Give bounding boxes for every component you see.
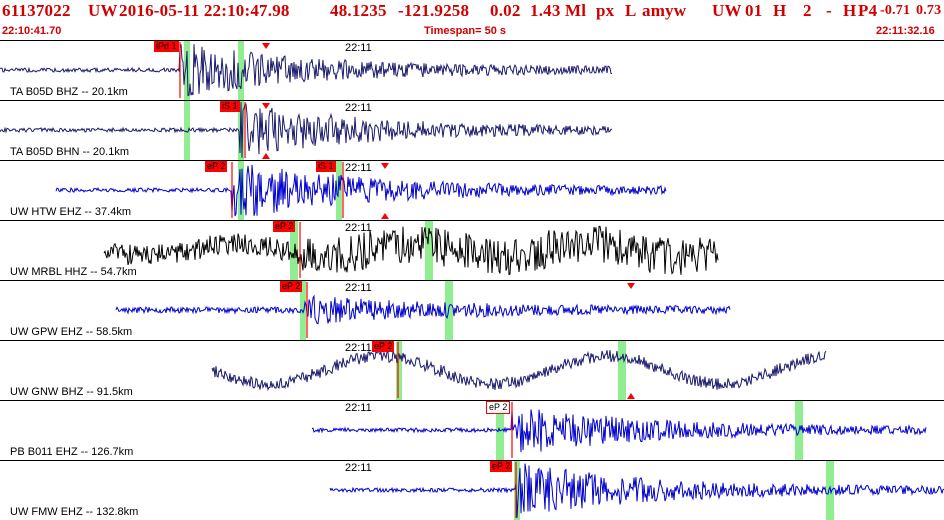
amplitude-triangle-icon	[381, 163, 389, 169]
trace-plot	[0, 400, 944, 460]
event-code4: -	[826, 1, 832, 20]
trace-panel[interactable]: eP 2 22:11 UW FMW EHZ -- 132.8km	[0, 460, 944, 520]
event-datetime: 2016-05-11 22:10:47.98	[119, 1, 290, 20]
pick-window-highlight	[184, 101, 190, 160]
pick-window-highlight	[238, 101, 244, 160]
phase-pick-label[interactable]: eP 2	[280, 281, 303, 292]
phase-pick-label[interactable]: eP 2	[490, 461, 513, 472]
event-network: UW	[88, 1, 118, 20]
pick-window-highlight	[238, 41, 244, 100]
phase-pick-label[interactable]: eP 2	[372, 341, 395, 352]
waveform-trace	[0, 101, 612, 158]
start-time: 22:10:41.70	[2, 25, 62, 37]
station-channel-label: UW GNW BHZ -- 91.5km	[10, 386, 133, 398]
timespan-label: Timespan= 50 s	[424, 25, 507, 37]
pick-window-highlight	[425, 221, 433, 280]
event-v2: 0.73	[916, 3, 942, 18]
event-lat: 48.1235	[330, 1, 387, 20]
minute-tick-label: 22:11	[345, 102, 372, 114]
pick-window-highlight	[618, 341, 626, 400]
event-type: px	[596, 1, 615, 20]
event-v1: -0.71	[880, 3, 911, 18]
amplitude-triangle-icon	[262, 43, 270, 49]
phase-pick-label[interactable]: eP 2	[273, 221, 296, 232]
waveform-trace	[115, 294, 731, 325]
minute-tick-label: 22:11	[345, 162, 372, 174]
event-depth: 0.02	[490, 1, 521, 20]
event-code2: H	[773, 1, 787, 20]
station-channel-label: PB B011 EHZ -- 126.7km	[10, 446, 134, 458]
trace-panel[interactable]: eP 2 22:11 PB B011 EHZ -- 126.7km	[0, 400, 944, 460]
minute-tick-label: 22:11	[345, 42, 372, 54]
event-net2: UW	[712, 1, 742, 20]
event-author: amyw	[642, 1, 687, 20]
trace-panel[interactable]: iS 1 22:11 TA B05D BHN -- 20.1km	[0, 100, 944, 160]
pick-window-highlight	[396, 341, 402, 400]
phase-pick-label[interactable]: iPd 1	[154, 41, 179, 52]
trace-panel[interactable]: eP 2 22:11 UW GPW EHZ -- 58.5km	[0, 280, 944, 340]
end-time: 22:11:32.16	[876, 25, 935, 37]
minute-tick-label: 22:11	[345, 282, 372, 294]
phase-pick-label[interactable]: eP 2	[205, 161, 228, 172]
event-flag: L	[625, 1, 637, 20]
phase-pick-label[interactable]: iS 1	[220, 101, 240, 112]
pick-window-highlight	[826, 461, 834, 520]
event-magnitude: 1.43 Ml	[530, 1, 587, 20]
trace-plot	[0, 340, 944, 400]
waveform-trace	[103, 225, 719, 276]
trace-plot	[0, 220, 944, 280]
waveform-trace	[0, 44, 613, 97]
pick-window-highlight	[300, 281, 306, 340]
amplitude-triangle-icon	[262, 103, 270, 109]
phase-pick-label[interactable]: eP 2	[486, 401, 511, 414]
minute-tick-label: 22:11	[345, 222, 372, 234]
station-channel-label: UW FMW EHZ -- 132.8km	[10, 506, 139, 518]
trace-panel[interactable]: eP 2 iS 1 22:11 UW HTW EHZ -- 37.4km	[0, 160, 944, 220]
event-id: 61137022	[2, 1, 71, 20]
event-code3: 2	[803, 1, 812, 20]
station-channel-label: TA B05D BHN -- 20.1km	[10, 146, 129, 158]
minute-tick-label: 22:11	[345, 462, 372, 474]
event-code6: P4	[858, 1, 878, 20]
trace-plot	[0, 280, 944, 340]
waveform-trace	[329, 463, 944, 518]
trace-panel[interactable]: eP 2 22:11 UW GNW BHZ -- 91.5km	[0, 340, 944, 400]
event-lon: -121.9258	[398, 1, 470, 20]
amplitude-triangle-icon	[262, 153, 270, 159]
trace-panel[interactable]: iPd 1 22:11 TA B05D BHZ -- 20.1km	[0, 40, 944, 100]
waveform-trace	[311, 409, 927, 453]
pick-window-highlight	[336, 161, 342, 220]
pick-window-highlight	[238, 161, 244, 220]
trace-plot	[0, 460, 944, 520]
trace-plot	[0, 160, 944, 220]
trace-plot	[0, 40, 944, 100]
station-channel-label: TA B05D BHZ -- 20.1km	[10, 86, 128, 98]
event-code1: 01	[745, 1, 763, 20]
phase-pick-label[interactable]: iS 1	[316, 161, 336, 172]
minute-tick-label: 22:11	[345, 342, 372, 354]
pick-window-highlight	[290, 221, 298, 280]
minute-tick-label: 22:11	[345, 402, 372, 414]
trace-plot	[0, 100, 944, 160]
time-bar: 22:10:41.70 Timespan= 50 s 22:11:32.16	[0, 24, 944, 38]
event-header: 61137022 UW 2016-05-11 22:10:47.98 48.12…	[0, 0, 944, 22]
pick-window-highlight	[514, 461, 520, 520]
station-channel-label: UW MRBL HHZ -- 54.7km	[10, 266, 137, 278]
trace-panel[interactable]: eP 2 22:11 UW MRBL HHZ -- 54.7km	[0, 220, 944, 280]
amplitude-triangle-icon	[627, 283, 635, 289]
waveform-trace	[55, 164, 667, 217]
station-channel-label: UW GPW EHZ -- 58.5km	[10, 326, 133, 338]
waveform-trace	[211, 349, 827, 392]
amplitude-triangle-icon	[381, 213, 389, 219]
station-channel-label: UW HTW EHZ -- 37.4km	[10, 206, 131, 218]
amplitude-triangle-icon	[627, 393, 635, 399]
event-code5: H	[843, 1, 857, 20]
